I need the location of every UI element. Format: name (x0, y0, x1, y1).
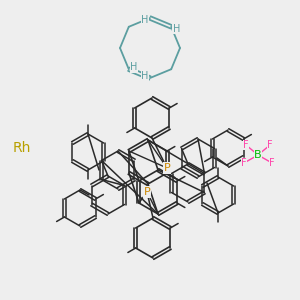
Text: P: P (164, 163, 170, 173)
Text: H: H (141, 71, 149, 81)
Text: H: H (172, 24, 180, 34)
Text: F: F (269, 158, 275, 168)
Text: H: H (130, 62, 137, 72)
Text: F: F (241, 158, 247, 168)
Text: F: F (267, 140, 273, 150)
Text: Rh: Rh (13, 141, 31, 155)
Text: P: P (144, 187, 150, 197)
Text: F: F (243, 140, 249, 150)
Text: H: H (141, 15, 149, 25)
Text: B: B (254, 150, 262, 160)
